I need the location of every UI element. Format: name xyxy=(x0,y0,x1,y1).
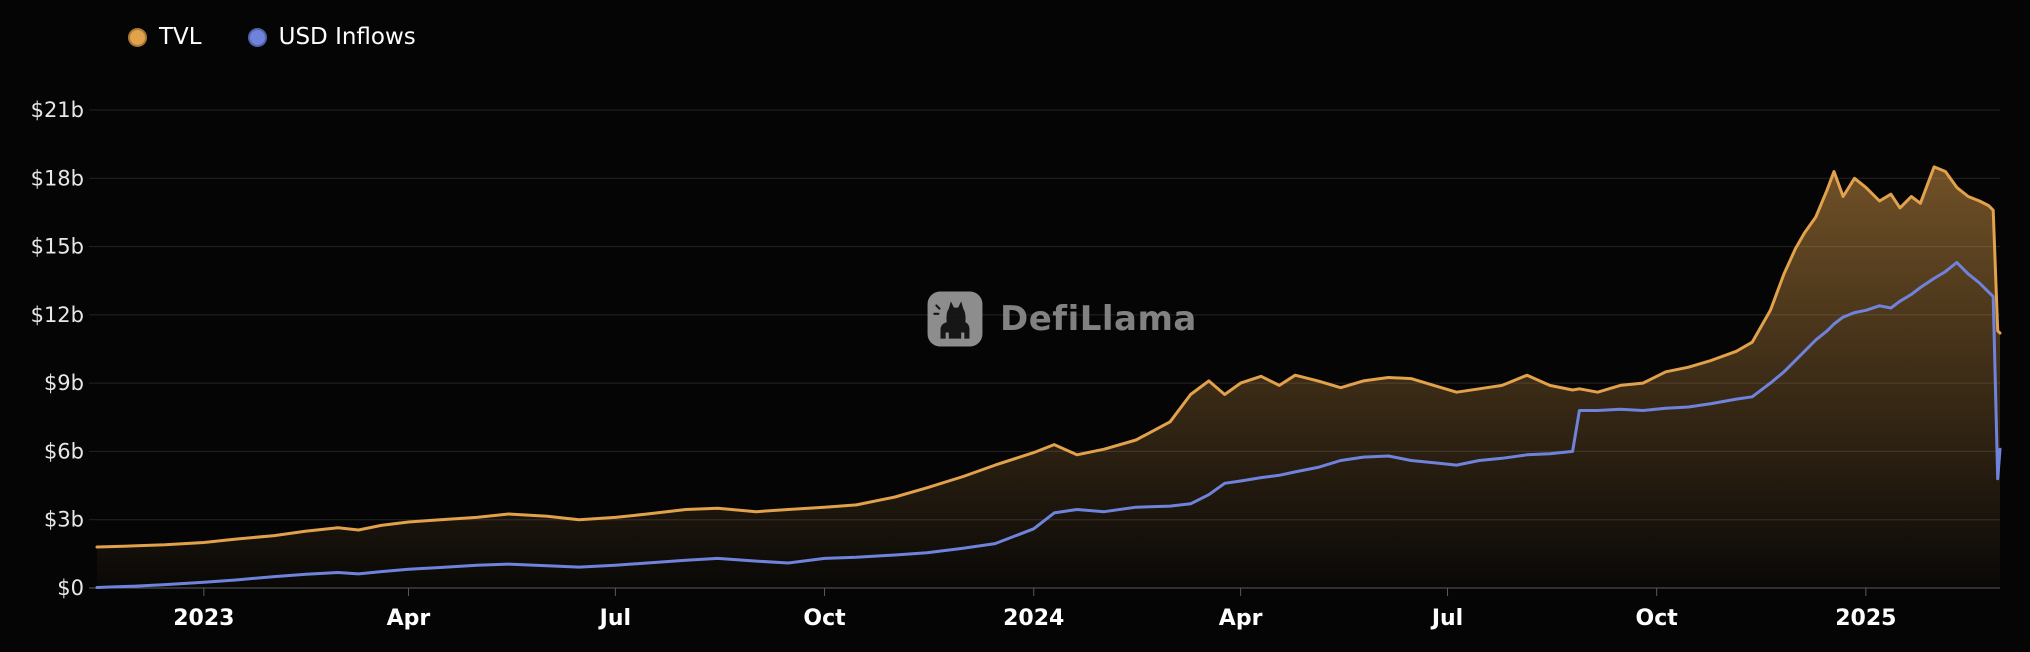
legend-label-usd-inflows: USD Inflows xyxy=(278,24,416,50)
y-axis-tick-label: $6b xyxy=(44,439,84,463)
x-axis-tick-label: 2024 xyxy=(1003,606,1064,631)
tvl-line[interactable] xyxy=(95,165,2002,549)
y-axis-tick-label: $18b xyxy=(31,166,84,190)
legend-item-usd-inflows[interactable]: USD Inflows xyxy=(247,24,416,50)
y-axis-tick-label: $12b xyxy=(31,303,84,327)
chart-legend: TVL USD Inflows xyxy=(128,26,416,49)
x-axis-tick-label: Jul xyxy=(1430,606,1463,631)
y-axis-tick-label: $21b xyxy=(31,98,84,122)
x-axis-tick-label: 2023 xyxy=(173,606,234,631)
x-axis-tick-label: Jul xyxy=(598,606,631,631)
y-axis-tick-label: $0 xyxy=(57,576,84,600)
y-axis-tick-label: $9b xyxy=(44,371,84,395)
x-axis-tick-label: Oct xyxy=(1636,606,1679,631)
x-axis-tick-label: Apr xyxy=(1219,606,1263,631)
y-axis-tick-label: $15b xyxy=(31,235,84,259)
x-axis-tick-label: 2025 xyxy=(1835,606,1896,631)
x-axis-tick-label: Oct xyxy=(803,606,846,631)
usd-inflows-line[interactable] xyxy=(95,261,2002,589)
legend-item-tvl[interactable]: TVL xyxy=(128,26,202,49)
tvl-legend-marker-icon xyxy=(128,28,147,47)
y-axis-tick-label: $3b xyxy=(44,508,84,532)
usd-inflows-legend-marker-icon xyxy=(247,28,267,47)
legend-label-tvl: TVL xyxy=(159,24,202,50)
x-axis-tick-label: Apr xyxy=(387,606,431,631)
tvl-area-fill xyxy=(97,166,2000,588)
